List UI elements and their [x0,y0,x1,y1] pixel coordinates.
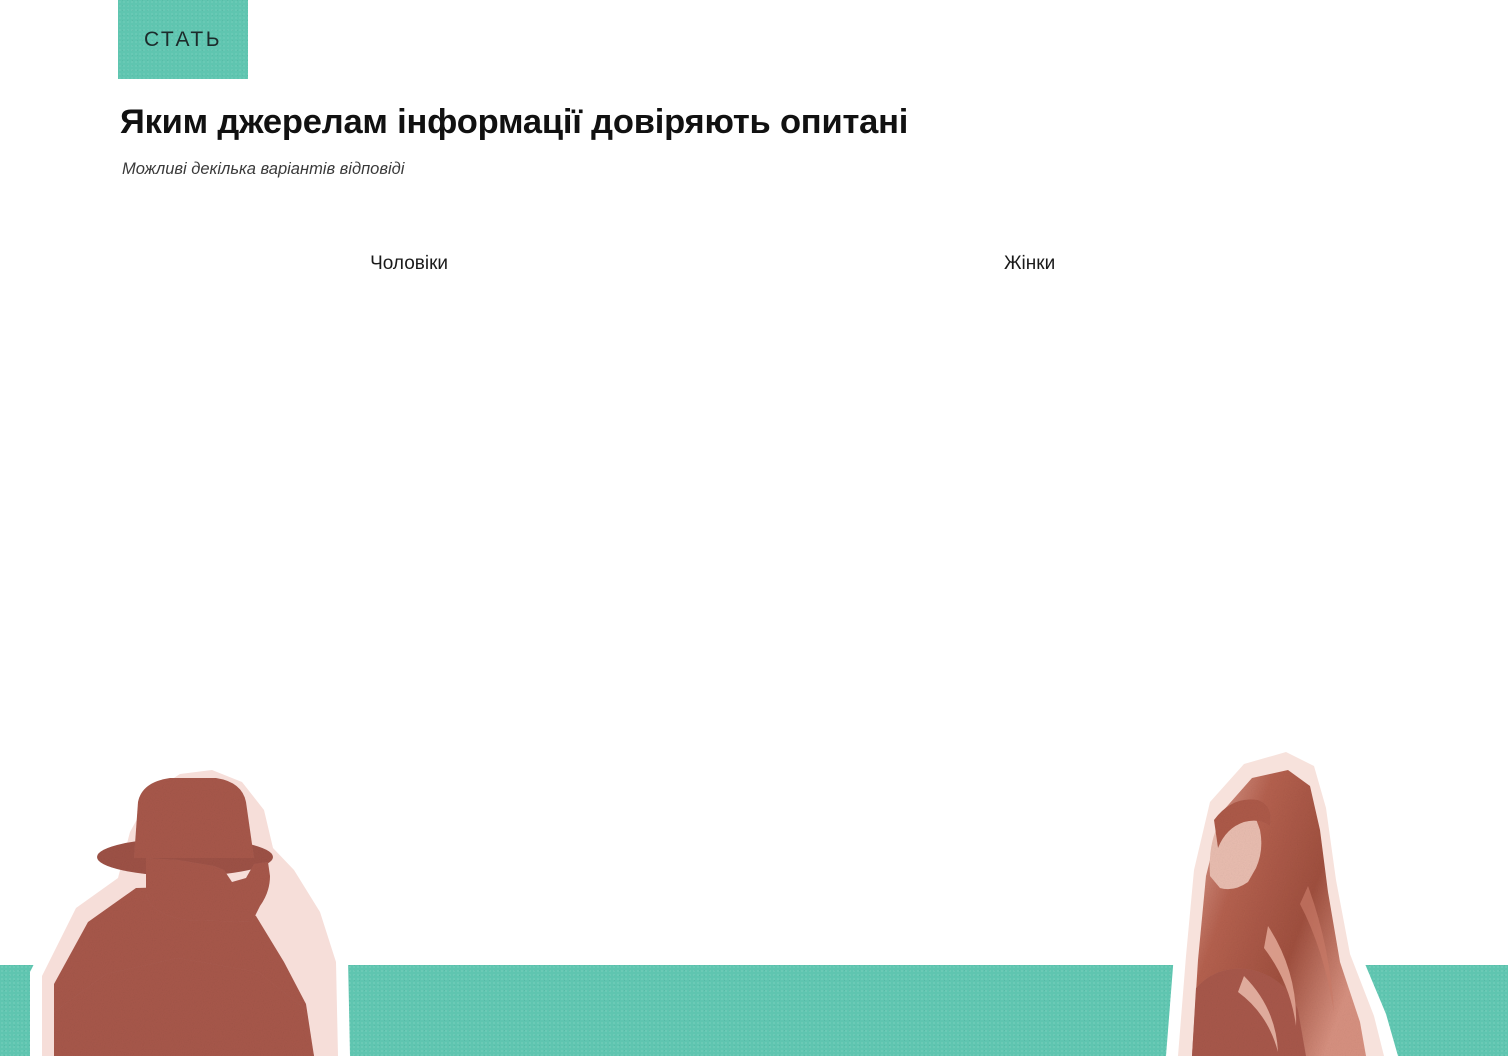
page-subtitle: Можливі декілька варіантів відповіді [122,160,405,178]
gender-tag-block: СТАТЬ [118,0,248,79]
gender-tag-label: СТАТЬ [143,27,223,51]
column-heading-women: Жінки [1004,253,1056,274]
man-in-hat-illustration [18,736,368,1056]
column-heading-men: Чоловіки [370,253,448,274]
page-title: Яким джерелам інформації довіряють опита… [120,103,909,141]
woman-with-long-hair-illustration [1148,726,1508,1056]
